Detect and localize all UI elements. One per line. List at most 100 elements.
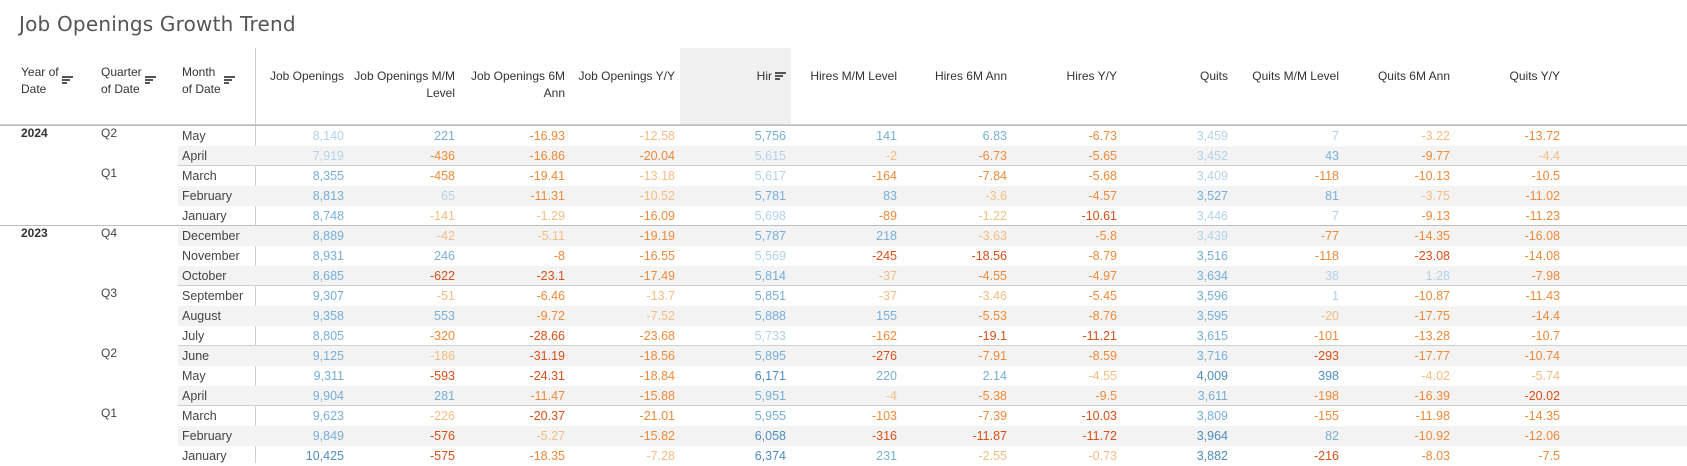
cell-2: 246	[434, 249, 455, 263]
cell-10: 82	[1325, 429, 1339, 443]
cell-7: -4.55	[978, 269, 1008, 283]
column-header-label-line: Quits 6M Ann	[1377, 69, 1450, 83]
cell-5: 5,781	[754, 189, 786, 203]
cell-7: -19.1	[978, 329, 1008, 343]
table-row[interactable]: December 8,889 -42 -5.11 -19.19 5,787 218 -3.63…	[0, 226, 1687, 246]
cell-4: -7.52	[646, 309, 676, 323]
dim-header-3[interactable]: Month of Date	[182, 64, 235, 98]
cell-1: 8,931	[312, 249, 344, 263]
sort-icon[interactable]	[144, 76, 156, 86]
dim-header-label-line: Quarter	[101, 65, 142, 79]
column-header-7[interactable]: Hires 6M Ann	[807, 68, 1007, 85]
table-row[interactable]: October 8,685 -622 -23.1 -17.49 5,814 -37 -4.55…	[0, 266, 1687, 286]
cell-9: 3,882	[1196, 449, 1228, 463]
quarter-label: Q2	[101, 346, 118, 360]
cell-10: 43	[1325, 149, 1339, 163]
sort-icon[interactable]	[775, 71, 786, 82]
cell-4: -23.68	[639, 329, 675, 343]
table-row[interactable]: April 9,904 281 -11.47 -15.88 5,951 -4 -5.38 -9.…	[0, 386, 1687, 406]
table-row[interactable]: November 8,931 246 -8 -16.55 5,569 -245 -18.56 -…	[0, 246, 1687, 266]
cell-7: -3.46	[978, 289, 1008, 303]
column-header-10[interactable]: Quits M/M Level	[1139, 68, 1339, 85]
column-header-label-line: Job Openings M/M	[354, 69, 455, 83]
cell-11: -10.92	[1414, 429, 1450, 443]
cell-2: -458	[429, 169, 455, 183]
cell-1: 8,355	[312, 169, 344, 183]
cell-3: -8	[553, 249, 565, 263]
cell-10: 7	[1332, 129, 1339, 143]
cell-6: 83	[883, 189, 897, 203]
cell-6: -2	[885, 149, 897, 163]
table-row[interactable]: September 9,307 -51 -6.46 -13.7 5,851 -37 -3.46…	[0, 286, 1687, 306]
cell-7: -3.63	[978, 229, 1008, 243]
table-row[interactable]: April 7,919 -436 -16.86 -20.04 5,615 -2 -6.73 -5…	[0, 146, 1687, 166]
table-row[interactable]: March 9,623 -226 -20.37 -21.01 5,955 -103 -7.39…	[0, 406, 1687, 426]
dim-header-1[interactable]: Year of Date	[21, 64, 73, 98]
column-header-1[interactable]: Job Openings	[144, 68, 344, 85]
cell-10: -118	[1314, 249, 1339, 263]
cell-7: -7.84	[978, 169, 1008, 183]
column-header-5[interactable]: Hir	[586, 68, 786, 85]
table-row[interactable]: May 8,140 221 -16.93 -12.58 5,756 141 6.83 -6.73…	[0, 126, 1687, 146]
column-header-9[interactable]: Quits	[1028, 68, 1228, 85]
column-header-11[interactable]: Quits 6M Ann	[1250, 68, 1450, 85]
cell-8: -8.59	[1088, 349, 1118, 363]
cell-6: -103	[871, 409, 897, 423]
cell-5: 5,895	[754, 349, 786, 363]
column-header-3[interactable]: Job Openings 6M Ann	[365, 68, 565, 102]
table-row[interactable]: August 9,358 553 -9.72 -7.52 5,888 155 -5.53 -8.…	[0, 306, 1687, 326]
cell-11: -3.75	[1421, 189, 1451, 203]
column-header-4[interactable]: Job Openings Y/Y	[475, 68, 675, 85]
cell-12: -5.74	[1531, 369, 1561, 383]
cell-4: -7.28	[646, 449, 676, 463]
cell-12: -12.06	[1524, 429, 1560, 443]
table-row[interactable]: May 9,311 -593 -24.31 -18.84 6,171 220 2.14 -4.5…	[0, 366, 1687, 386]
quarter-divider	[178, 345, 1687, 346]
dim-header-2[interactable]: Quarter of Date	[101, 64, 156, 98]
cell-6: 220	[876, 369, 897, 383]
cell-10: 81	[1325, 189, 1339, 203]
cell-9: 4,009	[1196, 369, 1228, 383]
year-label: 2023	[21, 226, 48, 240]
cell-12: -7.5	[1538, 449, 1560, 463]
column-header-label-line: Job Openings Y/Y	[578, 69, 675, 83]
cell-11: -23.08	[1414, 249, 1450, 263]
cell-4: -21.01	[639, 409, 675, 423]
dim-header-label-line: Year of	[21, 65, 59, 79]
cell-2: -51	[436, 289, 455, 303]
column-header-label-line: Hir	[586, 68, 786, 85]
sort-icon[interactable]	[61, 76, 73, 86]
cell-4: -18.84	[639, 369, 675, 383]
cell-4: -10.52	[639, 189, 675, 203]
cell-7: -5.53	[978, 309, 1008, 323]
cell-2: 221	[434, 129, 455, 143]
cell-7: -2.55	[978, 449, 1008, 463]
sort-icon[interactable]	[223, 76, 235, 86]
table-row[interactable]: January 10,425 -575 -18.35 -7.28 6,374 231 -2.5…	[0, 446, 1687, 466]
cell-1: 9,307	[312, 289, 344, 303]
cell-11: -13.28	[1414, 329, 1450, 343]
table-row[interactable]: July 8,805 -320 -28.66 -23.68 5,733 -162 -19.1 -…	[0, 326, 1687, 346]
cell-5: 5,888	[754, 309, 786, 323]
cell-11: -9.77	[1421, 149, 1451, 163]
row-band	[178, 386, 1687, 406]
table-row[interactable]: February 9,849 -576 -5.27 -15.82 6,058 -316 -11…	[0, 426, 1687, 446]
cell-5: 5,615	[754, 149, 786, 163]
table-row[interactable]: March 8,355 -458 -19.41 -13.18 5,617 -164 -7.84…	[0, 166, 1687, 186]
column-header-8[interactable]: Hires Y/Y	[917, 68, 1117, 85]
column-header-label-line: Level	[426, 86, 455, 100]
table-row[interactable]: February 8,813 65 -11.31 -10.52 5,781 83 -3.6 -4…	[0, 186, 1687, 206]
cell-1: 9,849	[312, 429, 344, 443]
month-label: October	[182, 269, 227, 283]
cell-4: -18.56	[639, 349, 675, 363]
column-header-2[interactable]: Job Openings M/M Level	[255, 68, 455, 102]
table-row[interactable]: January 8,748 -141 -1.29 -16.09 5,698 -89 -1.22…	[0, 206, 1687, 226]
cell-10: -216	[1313, 449, 1339, 463]
table-row[interactable]: June 9,125 -186 -31.19 -18.56 5,895 -276 -7.91 -…	[0, 346, 1687, 366]
column-header-12[interactable]: Quits Y/Y	[1360, 68, 1560, 85]
cell-4: -15.82	[639, 429, 675, 443]
row-band	[178, 266, 1687, 286]
column-header-6[interactable]: Hires M/M Level	[697, 68, 897, 85]
cell-10: -77	[1320, 229, 1339, 243]
year-divider	[0, 225, 1687, 226]
